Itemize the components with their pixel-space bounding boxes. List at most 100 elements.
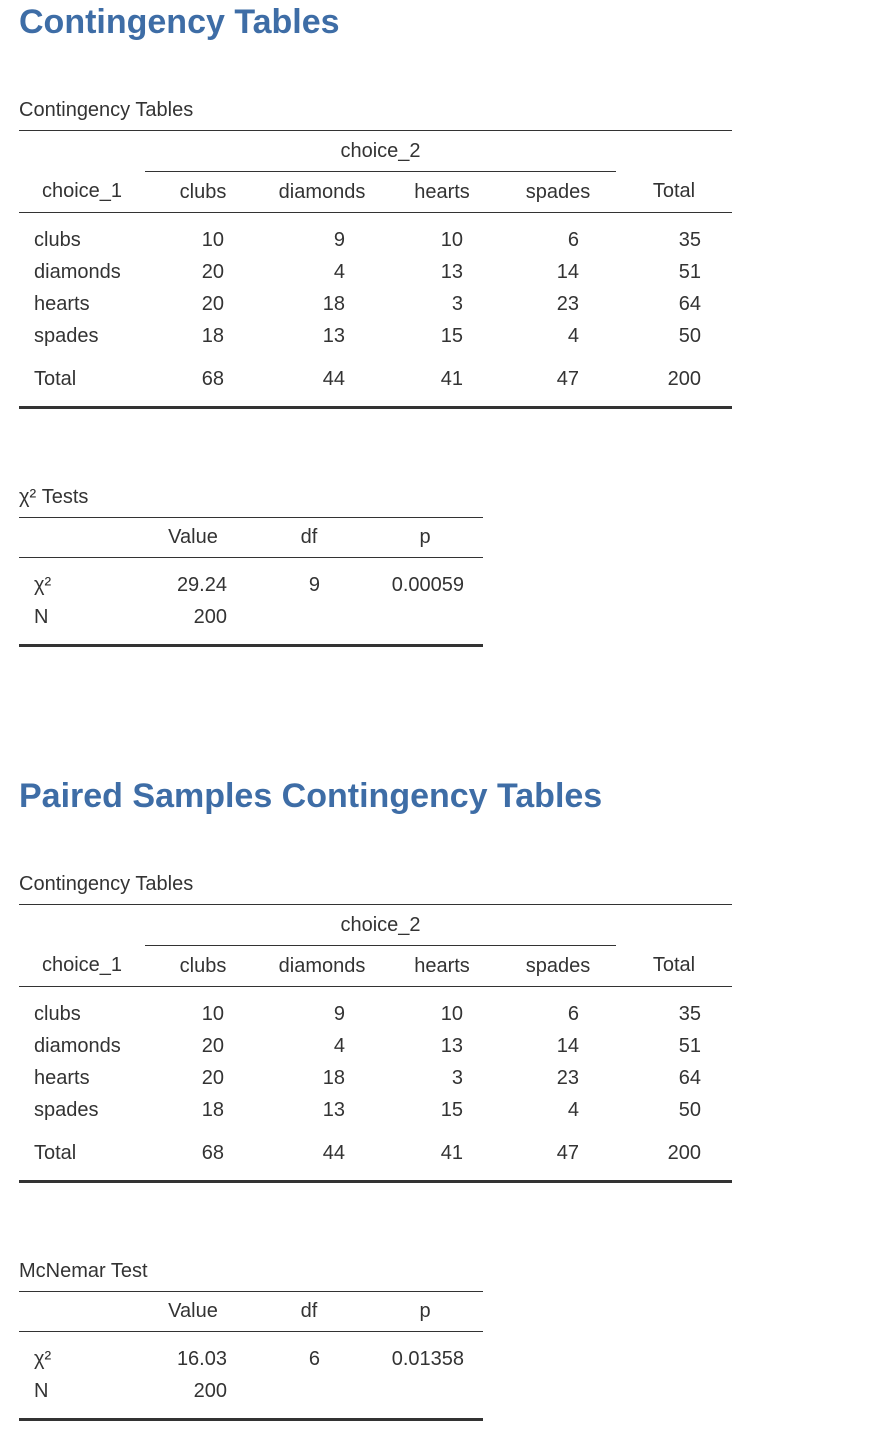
table-cell: 14 xyxy=(556,261,579,283)
column-header: p xyxy=(419,526,431,548)
column-total: 47 xyxy=(556,1142,579,1164)
table-cell: 13 xyxy=(440,261,463,283)
table-cell: 13 xyxy=(440,1035,463,1057)
row-total: 51 xyxy=(678,1035,701,1057)
row-label: spades xyxy=(34,325,99,347)
table-title: χ² Tests xyxy=(19,486,89,508)
test-value: 29.24 xyxy=(176,574,227,596)
row-variable-header: choice_1 xyxy=(41,954,123,976)
row-label: χ² xyxy=(34,1348,52,1370)
test-value: 16.03 xyxy=(176,1348,227,1370)
table-bottom-rule xyxy=(19,1180,732,1183)
column-variable-header: choice_2 xyxy=(340,140,421,162)
table-title: Contingency Tables xyxy=(19,873,194,895)
table-cell: 3 xyxy=(451,1067,463,1089)
column-header: p xyxy=(419,1300,431,1322)
row-label: hearts xyxy=(34,1067,90,1089)
table-cell: 10 xyxy=(440,1003,463,1025)
table-bottom-rule xyxy=(19,406,732,409)
column-header: diamonds xyxy=(278,955,366,977)
table-cell: 13 xyxy=(322,1099,345,1121)
row-label: hearts xyxy=(34,293,90,315)
total-column-header: Total xyxy=(652,954,696,976)
table-top-rule xyxy=(19,904,732,905)
table-cell: 20 xyxy=(201,1035,224,1057)
test-value: 200 xyxy=(193,606,227,628)
table-top-rule xyxy=(19,1291,483,1292)
test-value: 200 xyxy=(193,1380,227,1402)
row-total: 64 xyxy=(678,293,701,315)
grand-total: 200 xyxy=(667,1142,701,1164)
header-bottom-rule xyxy=(19,212,732,213)
column-total: 44 xyxy=(322,1142,345,1164)
section-heading-paired-samples: Paired Samples Contingency Tables xyxy=(19,777,603,815)
table-cell: 18 xyxy=(201,325,224,347)
table-cell: 4 xyxy=(567,1099,579,1121)
table-cell: 4 xyxy=(333,1035,345,1057)
row-total: 50 xyxy=(678,325,701,347)
table-cell: 9 xyxy=(333,229,345,251)
test-p-value: 0.00059 xyxy=(391,574,464,596)
row-total: 50 xyxy=(678,1099,701,1121)
column-total: 44 xyxy=(322,368,345,390)
table-cell: 10 xyxy=(440,229,463,251)
table-cell: 15 xyxy=(440,325,463,347)
table-cell: 18 xyxy=(322,293,345,315)
column-total: 68 xyxy=(201,1142,224,1164)
row-total: 35 xyxy=(678,1003,701,1025)
row-label: diamonds xyxy=(34,261,121,283)
totals-label: Total xyxy=(34,1142,77,1164)
column-header: hearts xyxy=(414,181,470,203)
row-label: χ² xyxy=(34,574,52,596)
table-cell: 6 xyxy=(567,1003,579,1025)
table-cell: 4 xyxy=(333,261,345,283)
column-total: 41 xyxy=(440,1142,463,1164)
column-header: df xyxy=(300,526,318,548)
table-cell: 20 xyxy=(201,1067,224,1089)
grand-total: 200 xyxy=(667,368,701,390)
table-cell: 15 xyxy=(440,1099,463,1121)
header-bottom-rule xyxy=(19,1331,483,1332)
section-heading-contingency: Contingency Tables xyxy=(19,3,340,41)
table-cell: 9 xyxy=(333,1003,345,1025)
row-label: clubs xyxy=(34,1003,81,1025)
header-bottom-rule xyxy=(19,557,483,558)
column-header: Value xyxy=(168,526,218,548)
table-bottom-rule xyxy=(19,644,483,647)
row-total: 64 xyxy=(678,1067,701,1089)
row-total: 35 xyxy=(678,229,701,251)
table-cell: 3 xyxy=(451,293,463,315)
row-label: spades xyxy=(34,1099,99,1121)
column-header: Value xyxy=(168,1300,218,1322)
column-header: hearts xyxy=(414,955,470,977)
test-df: 6 xyxy=(308,1348,320,1370)
column-group-rule xyxy=(145,171,616,172)
table-cell: 20 xyxy=(201,261,224,283)
row-variable-header: choice_1 xyxy=(41,180,123,202)
row-label: diamonds xyxy=(34,1035,121,1057)
test-p-value: 0.01358 xyxy=(391,1348,464,1370)
table-cell: 18 xyxy=(201,1099,224,1121)
row-label: N xyxy=(34,606,49,628)
row-total: 51 xyxy=(678,261,701,283)
column-header: spades xyxy=(525,955,591,977)
table-cell: 13 xyxy=(322,325,345,347)
row-label: N xyxy=(34,1380,49,1402)
table-cell: 4 xyxy=(567,325,579,347)
table-cell: 10 xyxy=(201,229,224,251)
table-cell: 14 xyxy=(556,1035,579,1057)
table-cell: 6 xyxy=(567,229,579,251)
column-header: spades xyxy=(525,181,591,203)
column-header: clubs xyxy=(179,955,227,977)
table-title: Contingency Tables xyxy=(19,99,194,121)
table-cell: 23 xyxy=(556,293,579,315)
header-bottom-rule xyxy=(19,986,732,987)
table-top-rule xyxy=(19,517,483,518)
test-df: 9 xyxy=(308,574,320,596)
column-header: df xyxy=(300,1300,318,1322)
table-cell: 10 xyxy=(201,1003,224,1025)
table-cell: 18 xyxy=(322,1067,345,1089)
column-header: diamonds xyxy=(278,181,366,203)
column-variable-header: choice_2 xyxy=(340,914,421,936)
table-top-rule xyxy=(19,130,732,131)
